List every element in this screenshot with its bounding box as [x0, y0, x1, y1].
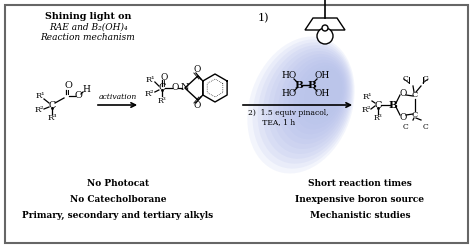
- Text: C: C: [48, 100, 55, 110]
- Text: O: O: [171, 84, 179, 93]
- Text: C: C: [412, 91, 418, 99]
- Text: Reaction mechanism: Reaction mechanism: [41, 33, 136, 42]
- Text: O: O: [64, 82, 72, 91]
- FancyBboxPatch shape: [5, 5, 468, 243]
- Text: R¹: R¹: [145, 76, 155, 84]
- Text: Short reaction times: Short reaction times: [308, 179, 412, 188]
- Text: 1): 1): [258, 13, 270, 23]
- Text: N: N: [181, 84, 189, 93]
- Text: R³: R³: [374, 114, 383, 122]
- Text: C: C: [158, 84, 165, 93]
- Text: O: O: [399, 89, 407, 97]
- Text: R²: R²: [34, 106, 44, 114]
- Polygon shape: [305, 18, 345, 30]
- Text: Inexpensive boron source: Inexpensive boron source: [295, 195, 425, 204]
- Text: B: B: [294, 81, 303, 90]
- Circle shape: [322, 25, 328, 31]
- Text: Shining light on: Shining light on: [45, 12, 131, 21]
- Text: B: B: [389, 100, 397, 110]
- Text: C: C: [412, 111, 418, 119]
- Text: No Catecholborane: No Catecholborane: [70, 195, 166, 204]
- Text: No Photocat: No Photocat: [87, 179, 149, 188]
- Text: TEA, 1 h: TEA, 1 h: [248, 118, 295, 126]
- Text: O: O: [399, 113, 407, 122]
- Circle shape: [317, 28, 333, 44]
- Text: R¹: R¹: [362, 93, 372, 101]
- Text: OH: OH: [314, 71, 329, 81]
- Text: H: H: [82, 86, 90, 94]
- Text: activation: activation: [99, 93, 137, 101]
- Text: HO: HO: [282, 71, 297, 81]
- Text: O: O: [160, 72, 168, 82]
- Text: Mechanistic studies: Mechanistic studies: [310, 211, 410, 220]
- Ellipse shape: [253, 39, 354, 169]
- Text: C: C: [423, 75, 429, 83]
- Text: O: O: [193, 65, 201, 74]
- Text: O: O: [193, 101, 201, 111]
- Text: OH: OH: [314, 90, 329, 98]
- Text: HO: HO: [282, 90, 297, 98]
- Text: R²: R²: [144, 90, 154, 98]
- Text: R²: R²: [361, 106, 371, 114]
- Text: R³: R³: [157, 97, 166, 105]
- Text: O: O: [74, 92, 82, 100]
- Text: C: C: [403, 123, 409, 131]
- Text: RAE and B₂(OH)₄: RAE and B₂(OH)₄: [49, 23, 128, 32]
- Text: 2)  1.5 equiv pinacol,: 2) 1.5 equiv pinacol,: [248, 109, 328, 117]
- Text: Primary, secondary and tertiary alkyls: Primary, secondary and tertiary alkyls: [22, 211, 214, 220]
- Text: C: C: [403, 75, 409, 83]
- Text: C: C: [423, 123, 429, 131]
- Text: R³: R³: [47, 114, 57, 122]
- Ellipse shape: [247, 36, 355, 174]
- Text: C: C: [374, 100, 382, 110]
- Text: B: B: [308, 81, 317, 90]
- Text: R¹: R¹: [35, 92, 45, 100]
